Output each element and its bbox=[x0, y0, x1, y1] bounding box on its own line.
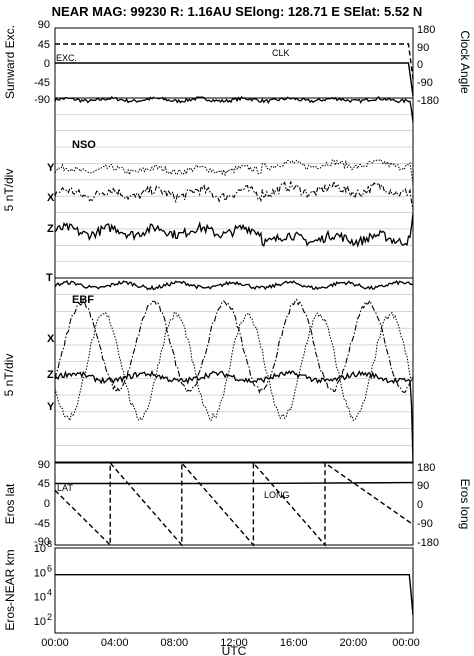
x-axis-ticks: 00:00 04:00 08:00 12:00 16:00 20:00 00:0… bbox=[41, 637, 420, 649]
series-line-z bbox=[54, 369, 414, 464]
y-axis-label: Eros lat bbox=[3, 483, 17, 524]
series-label-y: Y bbox=[47, 162, 55, 174]
tick-label: 10 bbox=[34, 616, 46, 628]
series-label-long: LONG bbox=[264, 490, 290, 500]
ebf-gridlines bbox=[55, 294, 413, 446]
tick-label: 10 bbox=[34, 567, 46, 579]
series-label-exc: EXC. bbox=[56, 53, 77, 63]
tick-label: -180 bbox=[417, 537, 439, 549]
tick-label: 90 bbox=[417, 42, 429, 54]
x-tick-label: 00:00 bbox=[392, 637, 420, 649]
series-line-y bbox=[54, 158, 414, 184]
x-axis-label: UTC bbox=[222, 644, 247, 656]
y2-axis-label: Eros long bbox=[458, 479, 472, 530]
tick-label: 180 bbox=[417, 462, 435, 474]
series-label-y: Y bbox=[47, 401, 55, 413]
orientation-left-ticks: 90 45 0 -45 -90 bbox=[34, 19, 50, 106]
tick-label: 10 bbox=[34, 543, 46, 555]
position-panel: 90 45 0 -45 -90 180 90 0 -90 -180 Eros l… bbox=[3, 459, 472, 549]
figure-title: NEAR MAG: 99230 R: 1.16AU SElong: 128.71… bbox=[52, 4, 423, 19]
series-line-distance bbox=[55, 574, 414, 615]
position-left-ticks: 90 45 0 -45 -90 bbox=[34, 459, 50, 548]
tick-exponent: 6 bbox=[47, 563, 52, 573]
series-line-lat bbox=[55, 481, 414, 485]
series-line-x bbox=[54, 179, 414, 211]
distance-panel-frame bbox=[54, 547, 414, 634]
panel-label-nso: NSO bbox=[72, 139, 96, 151]
tick-label: -90 bbox=[34, 536, 50, 548]
series-line-x bbox=[54, 298, 414, 394]
x-tick-label: 16:00 bbox=[280, 637, 308, 649]
orientation-right-ticks: 180 90 0 -90 -180 bbox=[417, 24, 439, 107]
tick-label: 10 bbox=[34, 592, 46, 604]
y-axis-label: 5 nT/div bbox=[2, 354, 16, 397]
panel-label-ebf: EBF bbox=[72, 294, 94, 306]
x-tick-label: 08:00 bbox=[161, 637, 189, 649]
series-label-t: T bbox=[46, 272, 53, 284]
x-tick-label: 00:00 bbox=[41, 637, 69, 649]
tick-label: -90 bbox=[34, 94, 50, 106]
y-axis-label: 5 nT/div bbox=[2, 169, 16, 212]
tick-label: -180 bbox=[417, 95, 439, 107]
tick-label: 180 bbox=[417, 24, 435, 36]
tick-label: -90 bbox=[417, 518, 433, 530]
tick-label: 90 bbox=[417, 480, 429, 492]
tick-label: 0 bbox=[44, 498, 50, 510]
tick-label: -45 bbox=[34, 77, 50, 89]
series-line-long bbox=[54, 461, 414, 547]
tick-exponent: 8 bbox=[47, 539, 52, 549]
nso-panel-frame bbox=[54, 97, 414, 279]
ebf-panel-frame bbox=[54, 277, 414, 463]
tick-label: -45 bbox=[34, 518, 50, 530]
tick-label: 90 bbox=[38, 459, 50, 471]
series-label-x: X bbox=[47, 333, 55, 345]
tick-exponent: 2 bbox=[47, 612, 52, 622]
orientation-panel: 90 45 0 -45 -90 180 90 0 -90 -180 Sunwar… bbox=[3, 19, 472, 107]
series-line-t bbox=[54, 95, 414, 123]
series-line-z bbox=[54, 213, 414, 248]
series-label-x: X bbox=[47, 192, 55, 204]
tick-label: 0 bbox=[417, 499, 423, 511]
nso-panel: NSO Y X Z T 5 nT/div bbox=[2, 95, 414, 284]
x-tick-label: 12:00 bbox=[220, 637, 248, 649]
tick-label: 45 bbox=[38, 39, 50, 51]
y2-axis-label: Clock Angle bbox=[458, 30, 472, 94]
y-axis-label: Eros-NEAR km bbox=[3, 549, 17, 630]
y-axis-label: Sunward Exc. bbox=[3, 25, 17, 99]
series-line-y bbox=[54, 311, 414, 423]
tick-label: -90 bbox=[417, 77, 433, 89]
series-label-z: Z bbox=[47, 369, 54, 381]
x-tick-label: 04:00 bbox=[101, 637, 129, 649]
tick-label: 0 bbox=[44, 58, 50, 70]
position-right-ticks: 180 90 0 -90 -180 bbox=[417, 462, 439, 549]
position-panel-frame bbox=[54, 462, 414, 546]
tick-label: 90 bbox=[38, 19, 50, 31]
series-line-clk bbox=[55, 43, 414, 80]
tick-label: 0 bbox=[417, 59, 423, 71]
series-line-t bbox=[54, 279, 414, 291]
tick-exponent: 4 bbox=[47, 588, 52, 598]
series-label-clk: CLK bbox=[272, 48, 290, 58]
tick-label: 45 bbox=[38, 478, 50, 490]
x-tick-label: 20:00 bbox=[340, 637, 368, 649]
series-label-z: Z bbox=[47, 223, 54, 235]
series-label-lat: LAT bbox=[57, 483, 73, 493]
series-line-exc bbox=[55, 62, 414, 97]
ebf-panel: EBF X Z Y 5 nT/div bbox=[2, 277, 414, 464]
